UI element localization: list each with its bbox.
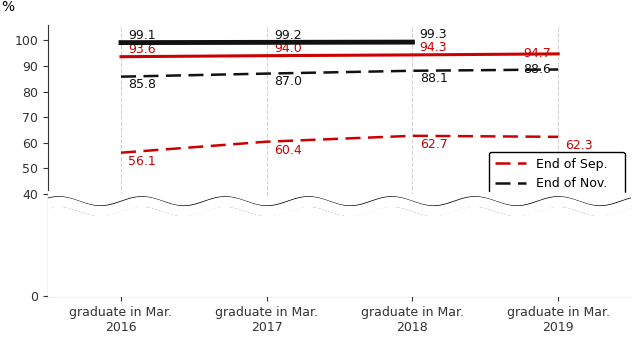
Text: 62.7: 62.7 <box>420 138 447 151</box>
Text: 93.6: 93.6 <box>128 43 156 56</box>
Text: 88.6: 88.6 <box>523 63 551 76</box>
Text: 99.2: 99.2 <box>274 29 302 42</box>
Y-axis label: %: % <box>1 0 14 14</box>
Text: 88.1: 88.1 <box>420 72 448 85</box>
Legend: End of Sep., End of Nov., End of Jan., End of March: End of Sep., End of Nov., End of Jan., E… <box>489 152 625 235</box>
Text: 87.0: 87.0 <box>274 75 302 88</box>
Text: 94.7: 94.7 <box>523 47 551 60</box>
Text: 94.0: 94.0 <box>274 42 302 55</box>
Text: 85.8: 85.8 <box>128 78 156 91</box>
Text: 94.3: 94.3 <box>420 41 447 54</box>
Text: 56.1: 56.1 <box>128 155 156 168</box>
Text: 62.3: 62.3 <box>565 139 593 152</box>
Text: 60.4: 60.4 <box>274 144 302 157</box>
Text: 99.3: 99.3 <box>420 28 447 41</box>
Text: 99.1: 99.1 <box>128 29 156 42</box>
